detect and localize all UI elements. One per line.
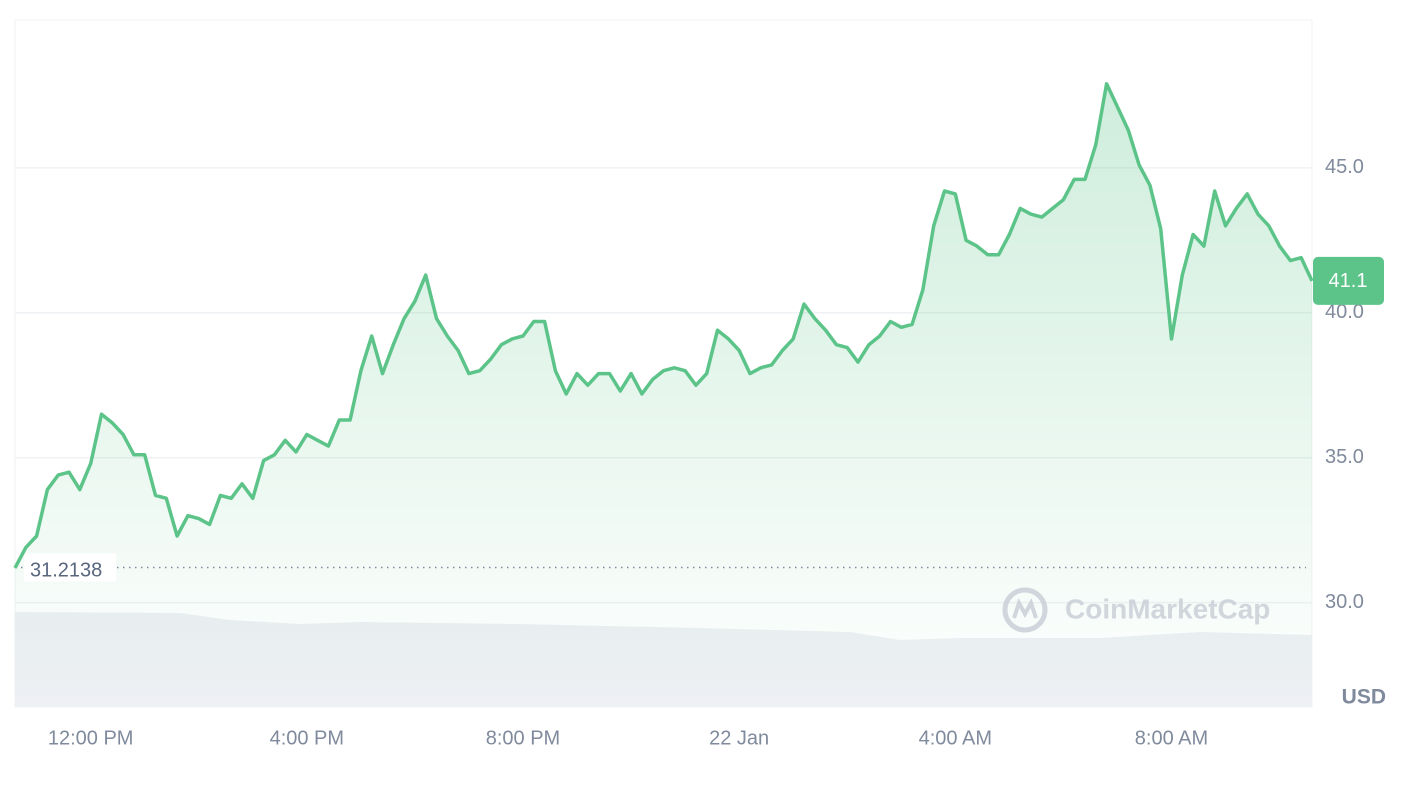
x-tick-label: 8:00 PM (486, 727, 560, 749)
plot-layer: 30.0 35.0 40.0 45.0 12:00 PM 4:00 PM 8:00 PM 22… (13, 82, 1384, 749)
y-tick-label: 35.0 (1325, 446, 1364, 468)
price-area (15, 83, 1312, 708)
unit-label: USD (1342, 686, 1386, 709)
current-price-badge (1313, 256, 1384, 305)
watermark-text: CoinMarketCap (1065, 593, 1270, 624)
x-tick-label: 4:00 PM (270, 727, 344, 749)
x-tick-label: 12:00 PM (48, 727, 134, 749)
baseline-label-bg (24, 553, 116, 582)
x-tick-label: 8:00 AM (1135, 727, 1208, 749)
y-tick-label: 40.0 (1325, 301, 1364, 323)
watermark-logo (1002, 587, 1048, 633)
x-tick-label: 4:00 AM (919, 727, 992, 749)
current-price-label: 41.1 (1329, 270, 1368, 292)
price-line (13, 82, 1314, 569)
y-tick-label: 45.0 (1325, 156, 1364, 178)
x-tick-label: 22 Jan (709, 727, 769, 749)
y-tick-label: 30.0 (1325, 591, 1364, 613)
baseline-label: 31.2138 (30, 560, 102, 582)
watermark: CoinMarketCap (1002, 587, 1270, 633)
watermark-logo-mark (1012, 598, 1038, 619)
